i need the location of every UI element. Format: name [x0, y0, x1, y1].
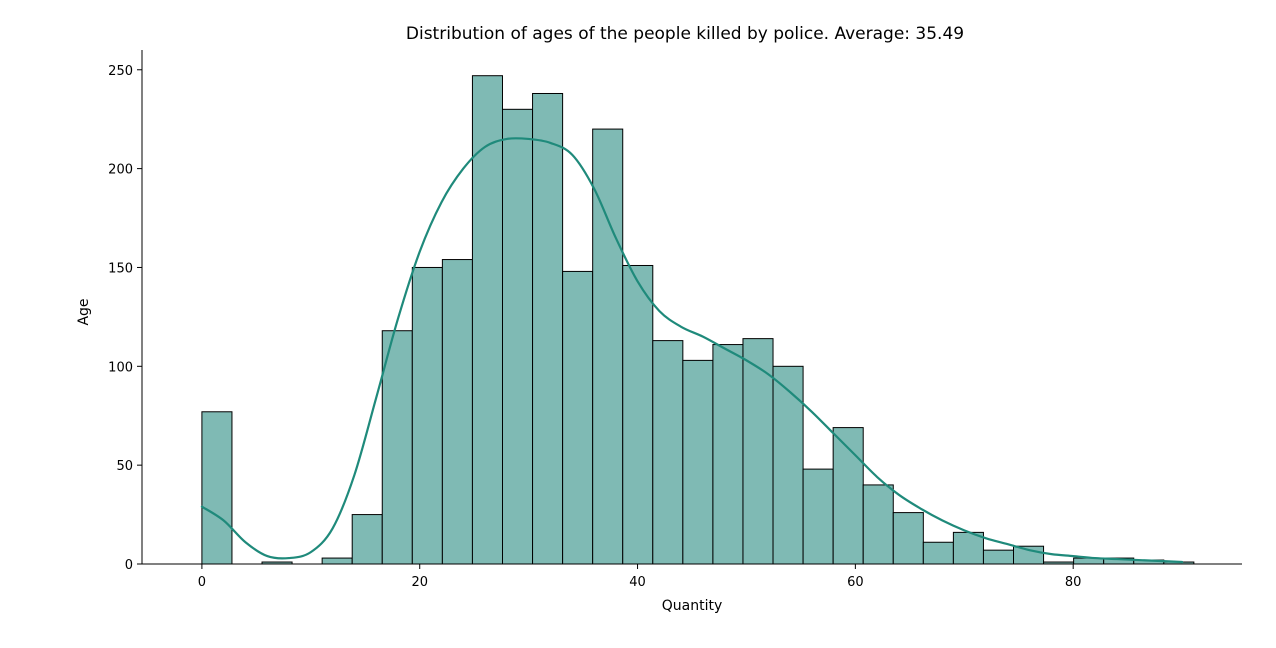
histogram-bar-7	[411, 266, 443, 565]
y-tick-label-150: 150	[108, 261, 133, 276]
histogram-bar-23	[892, 512, 924, 565]
histogram-bar-20	[802, 468, 834, 565]
histogram-bar-11	[532, 92, 564, 565]
y-axis-label: Age	[76, 298, 92, 325]
histogram-bar-17	[712, 344, 744, 565]
histogram-bar-24	[922, 541, 954, 565]
histogram-bar-4	[321, 557, 353, 565]
x-tick-label-80: 80	[1065, 575, 1082, 590]
x-tick-label-40: 40	[629, 575, 646, 590]
x-tick-label-0: 0	[198, 575, 206, 590]
histogram-bar-14	[622, 264, 654, 565]
histogram-bar-16	[682, 359, 714, 565]
histogram-bar-15	[652, 340, 684, 565]
y-axis-ticks: 0 50 100 150 200 250	[108, 64, 142, 573]
histogram-bar-25	[952, 531, 984, 565]
histogram-bar-26	[982, 549, 1015, 565]
y-tick-label-250: 250	[108, 64, 133, 79]
histogram-bars	[201, 75, 1195, 565]
histogram-bar-10	[501, 108, 534, 565]
histogram-bar-0	[201, 411, 233, 565]
x-tick-label-20: 20	[411, 575, 428, 590]
x-axis-label: Quantity	[662, 598, 723, 614]
x-tick-label-60: 60	[847, 575, 864, 590]
histogram-bar-8	[441, 259, 473, 565]
y-tick-label-50: 50	[116, 459, 133, 474]
histogram-bar-5	[351, 514, 383, 565]
kde-curve	[200, 137, 1184, 564]
y-tick-label-200: 200	[108, 163, 133, 178]
x-axis-ticks: 0 20 40 60 80	[198, 564, 1082, 590]
histogram-bar-9	[471, 75, 503, 565]
y-tick-label-0: 0	[125, 558, 133, 573]
histogram-bar-6	[381, 330, 413, 565]
histogram-bar-12	[562, 270, 594, 565]
histogram-bar-19	[772, 365, 804, 565]
histogram-bar-22	[862, 484, 894, 565]
chart-title: Distribution of ages of the people kille…	[406, 24, 964, 44]
histogram-bar-18	[742, 338, 774, 565]
y-tick-label-100: 100	[108, 360, 133, 375]
